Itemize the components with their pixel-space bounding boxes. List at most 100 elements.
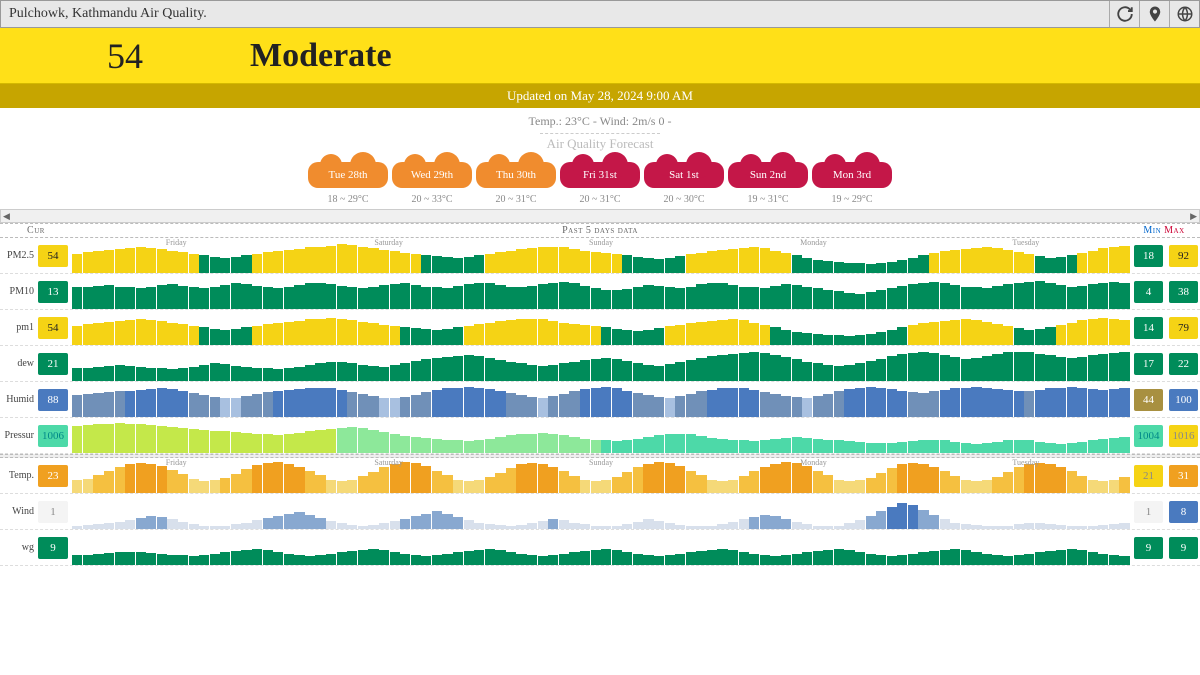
metric-chart: FridaySaturdaySundayMondayTuesday	[70, 458, 1132, 493]
metric-max-badge: 100	[1169, 389, 1198, 411]
metric-minmax: 4 38	[1132, 274, 1200, 309]
metric-current-badge: 23	[38, 465, 68, 487]
forecast-item[interactable]: Mon 3rd19 ~ 29°C	[812, 162, 892, 205]
update-bar: Updated on May 28, 2024 9:00 AM	[0, 84, 1200, 108]
metric-minmax: 21 31	[1132, 458, 1200, 493]
metric-max-badge: 9	[1169, 537, 1198, 559]
metric-current-badge: 1	[38, 501, 68, 523]
metric-current-badge: 54	[38, 245, 68, 267]
metric-row: pm154 14 79	[0, 310, 1200, 346]
metric-chart	[70, 310, 1132, 345]
scroll-right-icon[interactable]: ▶	[1190, 211, 1197, 222]
horizontal-scrollbar[interactable]: ◀ ▶	[0, 209, 1200, 223]
metric-min-badge: 1004	[1134, 425, 1163, 447]
forecast-temp: 20 ~ 31°C	[560, 194, 640, 205]
day-axis: FridaySaturdaySundayMondayTuesday	[70, 238, 1132, 247]
forecast-cloud-icon: Thu 30th	[476, 162, 556, 188]
metric-max-badge: 31	[1169, 465, 1198, 487]
metric-row: PM2.554FridaySaturdaySundayMondayTuesday…	[0, 238, 1200, 274]
metric-current-badge: 88	[38, 389, 68, 411]
metric-max-badge: 38	[1169, 281, 1198, 303]
metric-minmax: 44 100	[1132, 382, 1200, 417]
metric-current-badge: 1006	[38, 425, 68, 447]
metric-label: Humid	[0, 382, 36, 417]
metric-current-badge: 9	[38, 537, 68, 559]
metrics-group-2: Temp.23FridaySaturdaySundayMondayTuesday…	[0, 458, 1200, 566]
refresh-icon[interactable]	[1109, 1, 1139, 27]
scroll-left-icon[interactable]: ◀	[3, 211, 10, 222]
metric-current-badge: 13	[38, 281, 68, 303]
aqi-hero: 54 Moderate	[0, 28, 1200, 84]
metric-chart	[70, 274, 1132, 309]
metric-min-badge: 17	[1134, 353, 1163, 375]
metric-minmax: 1004 1016	[1132, 418, 1200, 453]
aqi-value: 54	[0, 35, 250, 77]
metric-max-badge: 1016	[1169, 425, 1198, 447]
forecast-temp: 20 ~ 30°C	[644, 194, 724, 205]
header-minmax: Min Max	[1128, 225, 1200, 236]
metric-row: Humid88 44 100	[0, 382, 1200, 418]
metric-chart	[70, 382, 1132, 417]
header-past: Past 5 days data	[72, 225, 1128, 236]
forecast-temp: 18 ~ 29°C	[308, 194, 388, 205]
metric-row: Temp.23FridaySaturdaySundayMondayTuesday…	[0, 458, 1200, 494]
metric-max-badge: 22	[1169, 353, 1198, 375]
metric-min-badge: 4	[1134, 281, 1163, 303]
metric-current-badge: 21	[38, 353, 68, 375]
metric-max-badge: 79	[1169, 317, 1198, 339]
forecast-cloud-icon: Tue 28th	[308, 162, 388, 188]
forecast-item[interactable]: Fri 31st 20 ~ 31°C	[560, 162, 640, 205]
forecast-cloud-icon: Fri 31st	[560, 162, 640, 188]
forecast-item[interactable]: Thu 30th 20 ~ 31°C	[476, 162, 556, 205]
location-icon[interactable]	[1139, 1, 1169, 27]
metric-row: Pressur1006 1004 1016	[0, 418, 1200, 454]
page-title: Pulchowk, Kathmandu Air Quality.	[1, 3, 1109, 25]
metric-min-badge: 14	[1134, 317, 1163, 339]
metric-min-badge: 9	[1134, 537, 1163, 559]
globe-icon[interactable]	[1169, 1, 1199, 27]
metric-minmax: 14 79	[1132, 310, 1200, 345]
topbar-actions	[1109, 1, 1199, 27]
metric-label: PM10	[0, 274, 36, 309]
metric-row: wg999	[0, 530, 1200, 566]
metric-min-badge: 18	[1134, 245, 1163, 267]
metric-row: dew211722	[0, 346, 1200, 382]
forecast-cloud-icon: Sun 2nd	[728, 162, 808, 188]
metric-minmax: 99	[1132, 530, 1200, 565]
topbar: Pulchowk, Kathmandu Air Quality.	[0, 0, 1200, 28]
metric-min-badge: 44	[1134, 389, 1163, 411]
forecast-temp: 19 ~ 31°C	[728, 194, 808, 205]
forecast-temp: 20 ~ 33°C	[392, 194, 472, 205]
header-cur: Cur	[0, 225, 72, 236]
forecast-item[interactable]: Tue 28th 18 ~ 29°C	[308, 162, 388, 205]
forecast-item[interactable]: Wed 29th20 ~ 33°C	[392, 162, 472, 205]
metric-max-badge: 8	[1169, 501, 1198, 523]
metric-current-badge: 54	[38, 317, 68, 339]
metric-max-badge: 92	[1169, 245, 1198, 267]
metric-label: pm1	[0, 310, 36, 345]
forecast-title: Air Quality Forecast	[540, 133, 660, 158]
forecast-item[interactable]: Sun 2nd 19 ~ 31°C	[728, 162, 808, 205]
metric-label: PM2.5	[0, 238, 36, 273]
day-axis: FridaySaturdaySundayMondayTuesday	[70, 458, 1132, 467]
metric-label: Temp.	[0, 458, 36, 493]
metric-chart	[70, 494, 1132, 529]
metric-label: dew	[0, 346, 36, 381]
forecast-temp: 20 ~ 31°C	[476, 194, 556, 205]
metric-label: Pressur	[0, 418, 36, 453]
forecast-item[interactable]: Sat 1st20 ~ 30°C	[644, 162, 724, 205]
aqi-status: Moderate	[250, 37, 392, 75]
metric-chart	[70, 346, 1132, 381]
metric-row: Wind118	[0, 494, 1200, 530]
metric-minmax: 1722	[1132, 346, 1200, 381]
forecast-cloud-icon: Mon 3rd	[812, 162, 892, 188]
metric-min-badge: 1	[1134, 501, 1163, 523]
metric-row: PM1013 4 38	[0, 274, 1200, 310]
metric-minmax: 1892	[1132, 238, 1200, 273]
metric-min-badge: 21	[1134, 465, 1163, 487]
header-max: Max	[1164, 225, 1185, 236]
weather-summary: Temp.: 23°C - Wind: 2m/s 0 -	[0, 108, 1200, 133]
metric-label: Wind	[0, 494, 36, 529]
metric-minmax: 18	[1132, 494, 1200, 529]
forecast-row: Tue 28th 18 ~ 29°C Wed 29th20 ~ 33°CThu 30…	[0, 162, 1200, 209]
